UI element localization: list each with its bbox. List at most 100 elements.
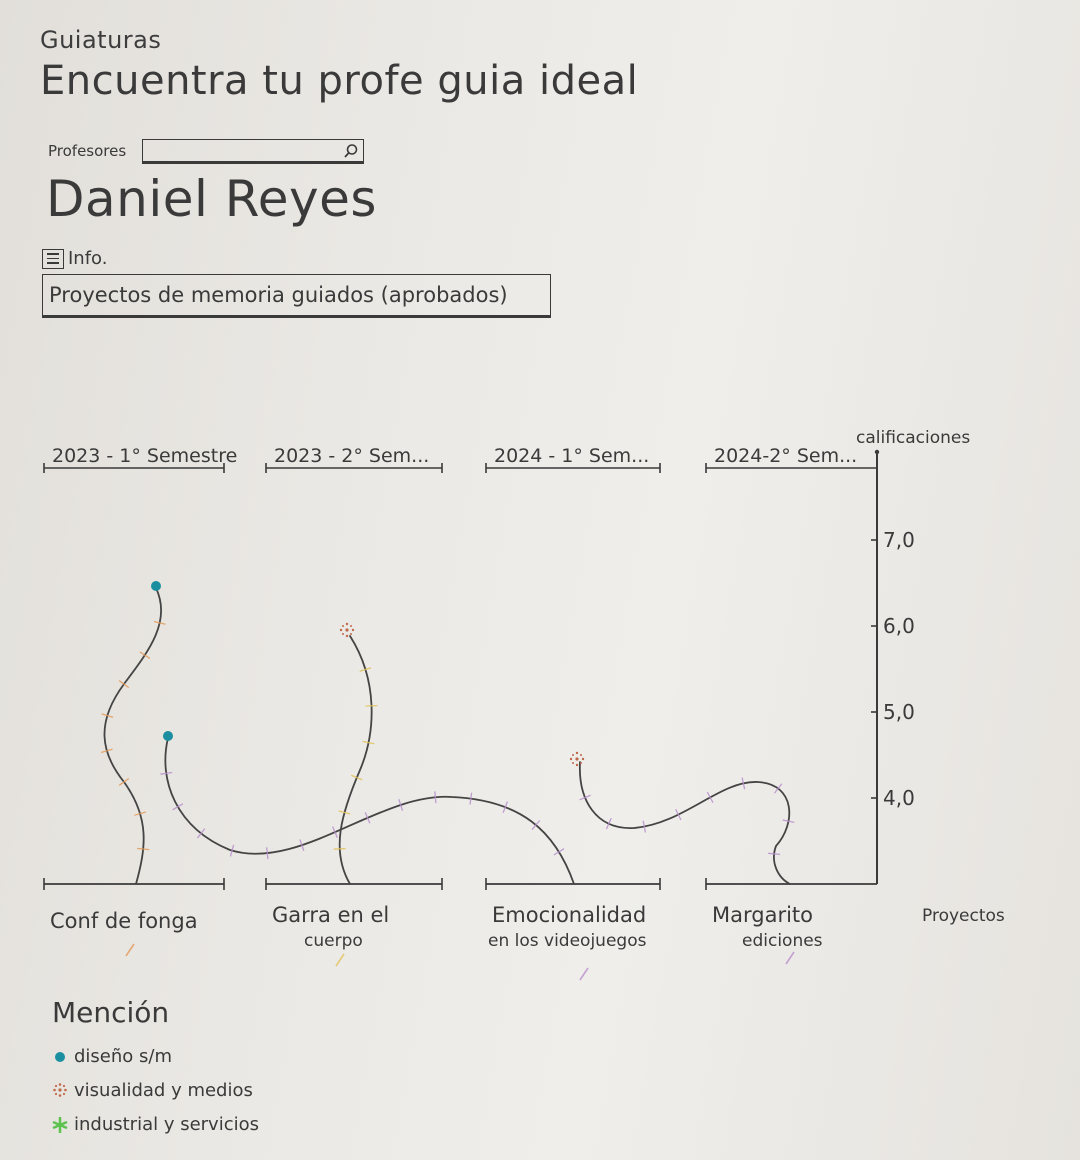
marker-dot: [575, 763, 579, 767]
accent-flick: [579, 967, 589, 981]
trajectory-tick: [333, 847, 346, 850]
trajectory-tick: [100, 748, 113, 754]
y-tick-label: 6,0: [883, 614, 915, 638]
trajectory-tick: [118, 680, 130, 689]
marker-dot: [581, 757, 585, 761]
trajectory-tick: [137, 847, 150, 851]
marker-dot: [575, 757, 579, 761]
trajectory-tick: [579, 794, 591, 801]
trajectory-tick: [359, 667, 372, 672]
trajectory-tick: [642, 820, 647, 833]
trajectory-tick: [553, 848, 565, 856]
project-label: cuerpo: [304, 931, 363, 951]
marker-dot: [572, 754, 574, 756]
semester-label: 2023 - 1° Semestre: [52, 445, 237, 467]
trajectory-tick: [605, 817, 612, 830]
grades-chart: 7,0 6,0 5,0 4,0 calificaciones 2023 - 1° Seme…: [43, 428, 1005, 981]
app-name: Guiaturas: [40, 26, 162, 54]
search-icon[interactable]: [342, 142, 360, 160]
info-label: Info.: [68, 248, 108, 269]
project-filter-select[interactable]: Proyectos de memoria guiados (aprobados): [42, 274, 551, 318]
marker-dot: [572, 762, 574, 764]
legend-item-industrial: industrial y servicios: [52, 1107, 259, 1141]
marker-dot: [345, 622, 349, 626]
legend-title: Mención: [52, 996, 170, 1029]
trajectory-tick: [782, 819, 795, 824]
project-label: Emocionalidad: [492, 903, 646, 927]
marker-dot: [350, 633, 352, 635]
y-tick-label: 5,0: [883, 700, 915, 724]
trajectory-tick: [134, 811, 147, 816]
info-toggle[interactable]: Info.: [42, 248, 107, 269]
trajectory-tick: [362, 740, 375, 745]
marker-diseno: [151, 581, 161, 591]
trajectory-tick: [502, 801, 509, 813]
marker-diseno: [163, 731, 173, 741]
x-axis-label: Proyectos: [922, 906, 1005, 926]
trajectory-tick: [434, 791, 437, 804]
project-label: ediciones: [742, 931, 823, 951]
accent-flick: [335, 953, 345, 967]
legend-item-diseno: diseño s/m: [52, 1039, 259, 1073]
marker-dot: [350, 625, 352, 627]
y-tick-label: 7,0: [883, 528, 915, 552]
trajectory-tick: [338, 810, 351, 815]
trajectory-tick: [351, 774, 363, 781]
semester-label: 2024 - 1° Sem...: [494, 445, 649, 467]
trajectory-tick: [196, 828, 206, 839]
trajectory-tick: [172, 803, 184, 811]
project-label: Conf de fonga: [50, 909, 198, 933]
trajectory-tick: [160, 771, 173, 775]
trajectory-tick: [153, 620, 166, 625]
menu-icon[interactable]: [42, 248, 64, 269]
trajectory-tick: [773, 783, 783, 794]
legend-item-visualidad: visualidad y medios: [52, 1073, 259, 1107]
trajectory-tick: [675, 808, 682, 821]
professor-name: Daniel Reyes: [46, 170, 377, 228]
marker-dot: [580, 762, 582, 764]
accent-flick: [785, 951, 795, 965]
trajectory-line-1: [103, 587, 162, 885]
marker-dot: [345, 634, 349, 638]
project-label: Garra en el: [272, 903, 389, 927]
trajectory-tick: [364, 812, 371, 824]
marker-dot: [339, 628, 343, 632]
project-filter-value: Proyectos de memoria guiados (aprobados): [49, 283, 508, 307]
accent-flick: [125, 943, 135, 957]
legend-item-label: diseño s/m: [74, 1045, 172, 1067]
legend: Mención diseño s/m visualidad y medios: [52, 996, 259, 1141]
trajectory-line-3: [338, 635, 373, 885]
star-icon: [52, 1116, 68, 1133]
legend-item-label: visualidad y medios: [74, 1079, 253, 1101]
marker-dot: [342, 633, 344, 635]
trajectory-tick: [265, 847, 269, 860]
marker-dot: [580, 754, 582, 756]
y-axis-cap: [874, 449, 880, 455]
search-label: Profesores: [48, 142, 127, 160]
marker-dot: [345, 628, 349, 632]
marker-visualidad: [339, 622, 355, 638]
trajectory-tick: [139, 651, 151, 659]
trajectory-tick: [101, 713, 114, 718]
teal-dot-icon: [52, 1048, 68, 1064]
trajectory-line-2: [164, 737, 575, 885]
legend-item-label: industrial y servicios: [74, 1113, 260, 1135]
semester-label: 2024-2° Sem...: [714, 445, 857, 467]
trajectory-tick: [706, 791, 714, 803]
trajectory-tick: [229, 844, 235, 857]
trajectory-tick: [531, 819, 541, 830]
search-input[interactable]: [142, 139, 364, 164]
trajectory-line-4: [579, 761, 791, 885]
page-title: Encuentra tu profe guia ideal: [40, 58, 639, 104]
trajectory-tick: [299, 839, 305, 852]
project-label: en los videojuegos: [488, 931, 647, 951]
trajectory-tick: [741, 777, 746, 790]
marker-visualidad: [569, 751, 585, 767]
y-tick-label: 4,0: [883, 786, 915, 810]
trajectory-tick: [118, 777, 130, 786]
burst-icon: [52, 1082, 68, 1098]
marker-dot: [351, 628, 355, 632]
project-label: Margarito: [712, 903, 813, 927]
marker-dot: [575, 751, 579, 755]
marker-dot: [569, 757, 573, 761]
